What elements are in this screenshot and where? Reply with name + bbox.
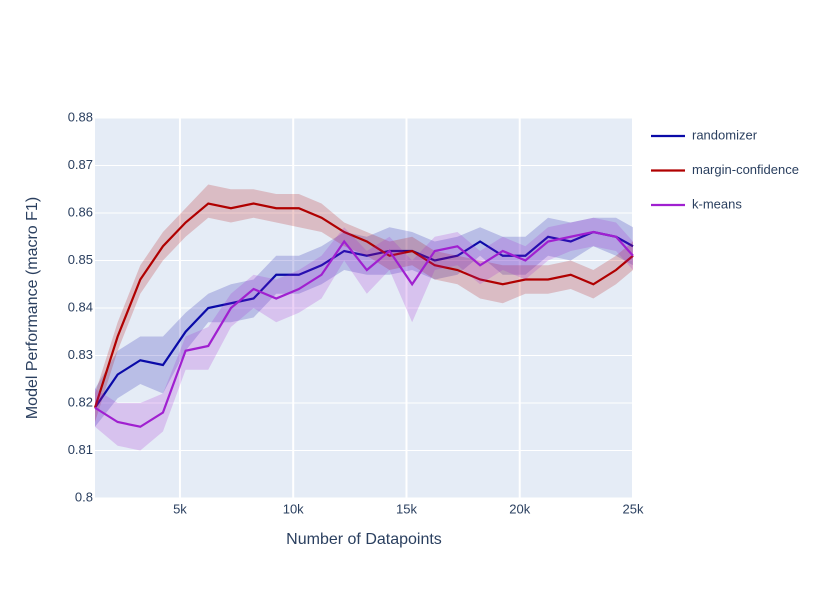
y-tick-label: 0.86 [68,204,93,219]
y-tick-label: 0.83 [68,347,93,362]
error-band [95,217,633,451]
x-tick-label: 5k [173,501,187,516]
x-axis-title: Number of Datapoints [286,531,442,548]
x-tick-label: 25k [623,501,644,516]
legend-label: margin-confidence [692,162,799,177]
legend-label: k-means [692,196,742,211]
y-tick-label: 0.8 [75,489,93,504]
y-tick-label: 0.87 [68,157,93,172]
error-band [95,184,633,422]
y-tick-label: 0.81 [68,442,93,457]
series-line [94,230,634,409]
x-tick-label: 10k [283,501,304,516]
legend-label: randomizer [692,127,758,142]
y-tick-label: 0.85 [68,252,93,267]
y-tick-label: 0.84 [68,299,93,314]
series-line [94,230,634,428]
y-tick-label: 0.88 [68,109,93,124]
y-axis-title: Model Performance (macro F1) [24,197,41,419]
x-tick-label: 15k [396,501,417,516]
series-line [93,202,634,409]
x-tick-label: 20k [509,501,530,516]
error-band [95,217,633,427]
y-tick-label: 0.82 [68,394,93,409]
